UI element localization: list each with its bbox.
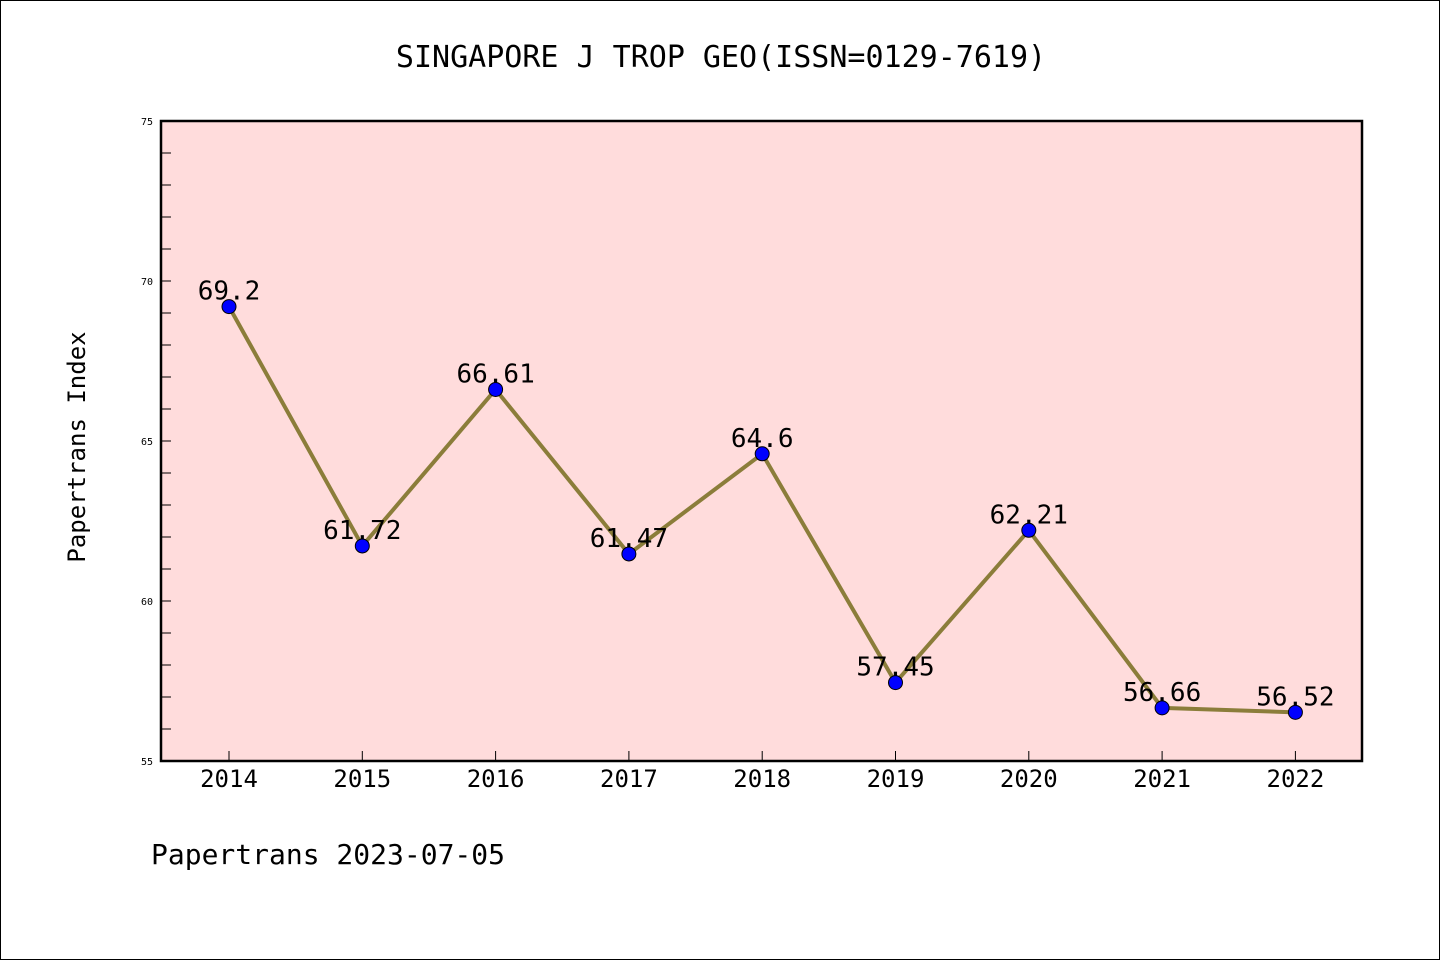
data-point [888, 675, 903, 691]
data-label: 61.72 [323, 516, 401, 546]
series-layer: 69.2 61.72 66.61 61.47 64.6 57.45 62.21 56.66 56… [198, 277, 1335, 720]
x-tick-label: 2014 [200, 765, 258, 793]
x-tick-label: 2018 [733, 765, 791, 793]
data-label: 56.66 [1123, 678, 1201, 708]
data-point [1154, 700, 1170, 716]
y-axis-label: Papertrans Index [63, 331, 91, 562]
data-point [1021, 522, 1037, 538]
x-tick-label: 2015 [333, 765, 391, 793]
data-point [488, 381, 504, 397]
y-tick-label: 55 [141, 757, 153, 768]
y-tick-label: 70 [141, 277, 153, 288]
data-label: 57.45 [856, 653, 934, 683]
x-tick-label: 2016 [467, 765, 525, 793]
data-label: 62.21 [990, 500, 1068, 530]
data-point [754, 446, 770, 462]
y-axis: 55 60 65 70 75 [141, 117, 171, 768]
x-axis: 2014 2015 2016 2017 2018 2019 2020 2021 2022 [200, 751, 1324, 793]
data-point [1287, 704, 1303, 720]
data-label: 56.52 [1256, 682, 1334, 712]
data-label: 66.61 [456, 359, 534, 389]
footer-caption: Papertrans 2023-07-05 [151, 838, 505, 871]
y-tick-label: 75 [141, 117, 153, 128]
x-tick-label: 2021 [1133, 765, 1191, 793]
data-label: 69.2 [198, 277, 261, 307]
y-tick-label: 60 [141, 597, 153, 608]
data-point [621, 546, 637, 562]
x-tick-label: 2019 [867, 765, 925, 793]
x-tick-label: 2022 [1267, 765, 1325, 793]
y-tick-label: 65 [141, 437, 153, 448]
chart-title: SINGAPORE J TROP GEO(ISSN=0129-7619) [396, 40, 1046, 75]
x-tick-label: 2017 [600, 765, 658, 793]
plot-area [159, 119, 1364, 763]
data-point [354, 538, 370, 554]
x-tick-label: 2020 [1000, 765, 1058, 793]
data-label: 64.6 [731, 424, 794, 454]
data-label: 61.47 [590, 524, 668, 554]
data-point [221, 299, 237, 315]
